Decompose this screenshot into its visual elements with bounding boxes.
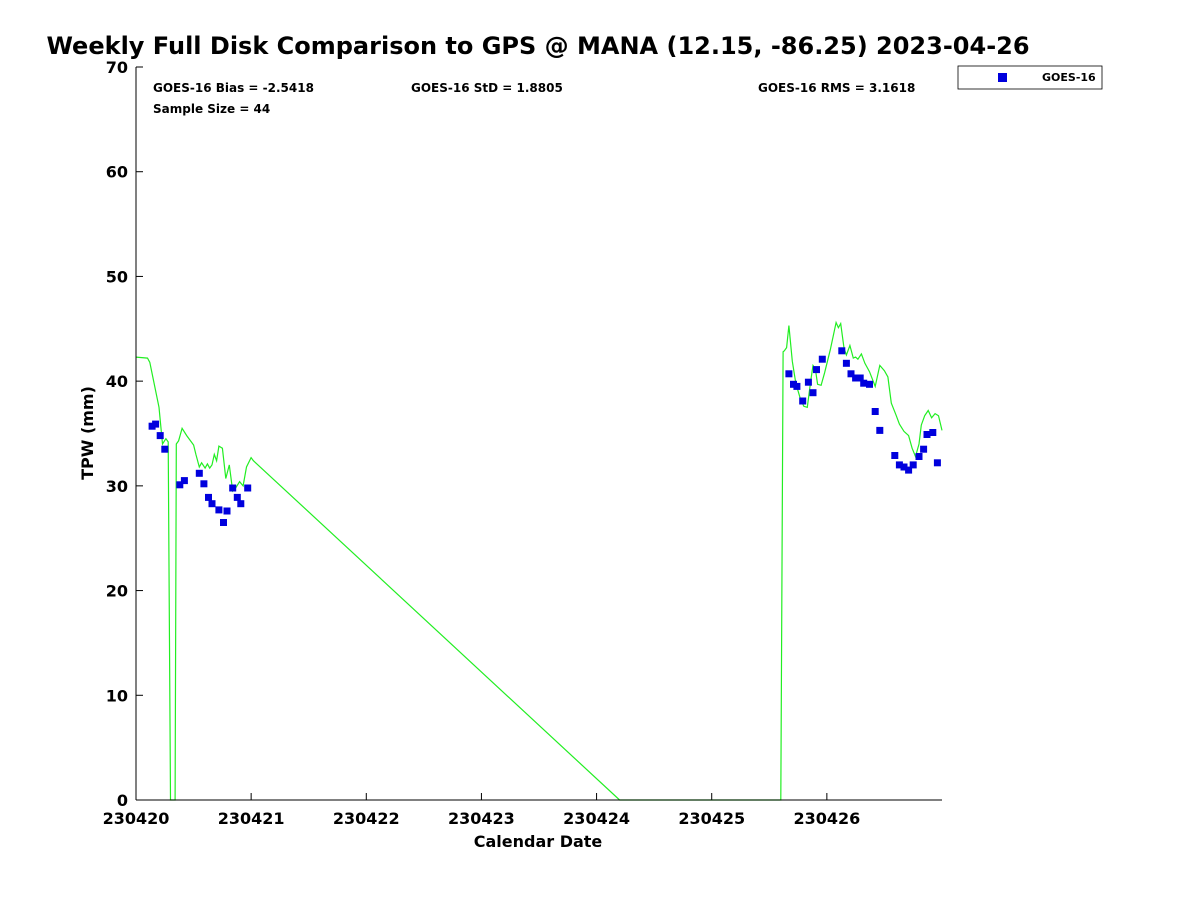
goes16-point — [929, 429, 937, 436]
goes16-point — [876, 426, 884, 434]
bias-annotation: GOES-16 Bias = -2.5418 — [153, 81, 314, 95]
x-tick-label: 230424 — [563, 809, 630, 828]
legend-box — [957, 65, 1103, 90]
y-tick-label: 10 — [106, 686, 128, 705]
y-ticks: 0 10 20 30 40 50 60 70 — [106, 58, 143, 810]
legend: GOES-16 — [957, 65, 1103, 90]
goes16-point — [891, 452, 899, 459]
goes16-point — [176, 481, 184, 489]
chart-title: Weekly Full Disk Comparison to GPS @ MAN… — [46, 32, 1029, 60]
gps-line-layer — [135, 320, 943, 801]
y-tick-label: 20 — [106, 582, 128, 601]
x-tick-label: 230426 — [793, 809, 860, 828]
goes16-point — [208, 500, 216, 508]
gps-series-line — [135, 320, 943, 801]
rms-annotation: GOES-16 RMS = 3.1618 — [758, 81, 915, 95]
y-tick-label: 60 — [106, 163, 128, 182]
y-tick-label: 50 — [106, 267, 128, 286]
goes16-point — [215, 506, 223, 514]
goes16-point — [923, 431, 931, 438]
goes16-point — [195, 469, 203, 477]
goes16-point — [818, 355, 826, 363]
stats-annotations: GOES-16 Bias = -2.5418 GOES-16 StD = 1.8… — [153, 81, 915, 116]
x-tick-label: 230425 — [678, 809, 745, 828]
plot-area — [135, 320, 943, 801]
goes16-point — [200, 480, 208, 488]
goes16-point — [856, 374, 864, 382]
goes16-point — [237, 500, 245, 508]
x-tick-label: 230422 — [333, 809, 400, 828]
goes16-point — [871, 408, 879, 415]
goes16-point — [156, 432, 164, 440]
goes16-point — [813, 366, 820, 374]
goes16-point — [860, 379, 868, 387]
x-tick-label: 230423 — [448, 809, 515, 828]
goes16-point — [793, 382, 801, 390]
legend-marker — [998, 73, 1007, 82]
goes16-point — [895, 461, 903, 469]
goes16-point — [809, 389, 817, 397]
sample-size-annotation: Sample Size = 44 — [153, 102, 270, 116]
goes16-point — [785, 370, 793, 378]
y-tick-label: 0 — [117, 791, 128, 810]
goes16-point — [920, 445, 928, 453]
goes16-point — [233, 493, 241, 501]
goes16-points-layer — [148, 347, 941, 526]
goes16-point — [915, 453, 923, 460]
goes16-point — [866, 380, 873, 388]
x-ticks: 230420 230421 230422 230423 230424 230425 2304… — [103, 793, 860, 828]
y-tick-label: 70 — [106, 58, 128, 77]
goes16-point — [799, 397, 807, 405]
goes16-point — [900, 463, 908, 471]
goes16-point — [905, 466, 913, 474]
goes16-point — [852, 374, 860, 382]
goes16-point — [152, 420, 160, 428]
axes — [135, 67, 942, 801]
y-axis-label: TPW (mm) — [78, 386, 97, 480]
x-axis-label: Calendar Date — [474, 832, 603, 851]
goes16-point — [933, 459, 941, 467]
goes16-point — [223, 507, 231, 515]
x-tick-label: 230421 — [218, 809, 285, 828]
std-annotation: GOES-16 StD = 1.8805 — [411, 81, 563, 95]
goes16-point — [205, 493, 212, 501]
goes16-point — [229, 484, 237, 492]
goes16-point — [847, 370, 855, 378]
y-tick-label: 30 — [106, 477, 128, 496]
goes16-point — [161, 445, 169, 453]
goes16-point — [804, 378, 812, 386]
goes16-point — [842, 359, 850, 367]
legend-label-goes16: GOES-16 — [1042, 71, 1096, 84]
goes16-point — [244, 484, 252, 492]
goes16-point — [909, 461, 917, 469]
goes16-point — [838, 347, 846, 355]
y-tick-label: 40 — [106, 372, 128, 391]
goes16-point — [220, 519, 227, 526]
x-tick-label: 230420 — [103, 809, 170, 828]
goes16-point — [180, 477, 188, 485]
